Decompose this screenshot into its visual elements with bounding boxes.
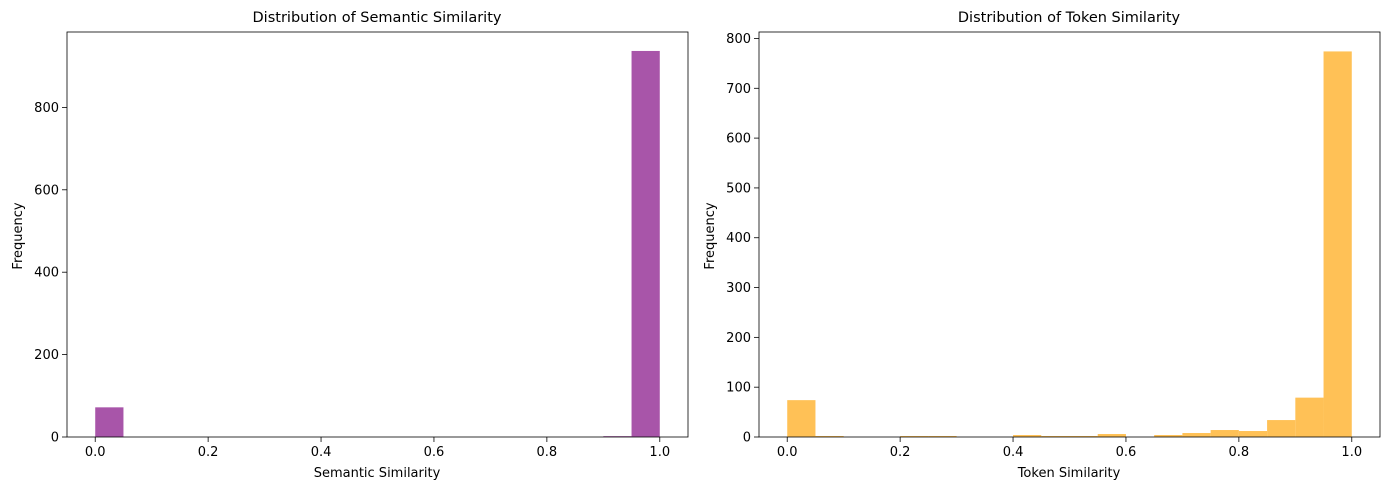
- histogram-bar: [603, 436, 632, 437]
- y-tick-label: 600: [726, 132, 751, 147]
- histogram-bar: [1267, 420, 1296, 437]
- x-tick-label: 0.6: [424, 445, 445, 460]
- x-tick-label: 0.8: [1229, 445, 1250, 460]
- histogram-bar: [1013, 435, 1042, 437]
- y-axis-ticks: 0 100 200 300 400 500 600 700 800: [726, 32, 759, 446]
- y-tick-label: 400: [726, 231, 751, 246]
- x-tick-label: 0.2: [198, 445, 219, 460]
- histogram-bar: [1210, 430, 1239, 437]
- x-tick-label: 0.0: [85, 445, 106, 460]
- y-tick-label: 300: [726, 281, 751, 296]
- y-tick-label: 200: [34, 348, 59, 363]
- histogram-bar: [1154, 435, 1183, 437]
- histogram-bar: [815, 436, 844, 437]
- x-axis-ticks: 0.0 0.2 0.4 0.6 0.8 1.0: [85, 437, 670, 460]
- y-tick-label: 200: [726, 331, 751, 346]
- histogram-bar: [1238, 431, 1268, 437]
- x-tick-label: 1.0: [649, 445, 670, 460]
- x-axis-label: Token Similarity: [1017, 466, 1121, 481]
- axes-frame: [758, 31, 1381, 438]
- histogram-bars: [95, 50, 660, 438]
- histogram-bar: [1323, 51, 1352, 438]
- x-axis-ticks: 0.0 0.2 0.4 0.6 0.8 1.0: [777, 437, 1362, 460]
- histogram-bar: [631, 50, 660, 438]
- plot-title: Distribution of Semantic Similarity: [253, 10, 502, 26]
- x-tick-label: 0.2: [890, 445, 911, 460]
- plot-title: Distribution of Token Similarity: [958, 10, 1181, 26]
- y-tick-label: 0: [743, 431, 751, 446]
- y-tick-label: 0: [51, 431, 59, 446]
- histogram-bar: [95, 407, 124, 437]
- histogram-bar: [787, 400, 816, 437]
- histogram-bars: [787, 51, 1352, 438]
- semantic-similarity-panel: Distribution of Semantic Similarity 0.0 0…: [11, 10, 689, 481]
- y-tick-label: 800: [34, 101, 59, 116]
- x-tick-label: 0.4: [1003, 445, 1024, 460]
- y-axis-label: Frequency: [703, 202, 718, 269]
- histogram-bar: [928, 436, 957, 437]
- x-tick-label: 0.4: [311, 445, 332, 460]
- histogram-bar: [900, 436, 929, 437]
- y-tick-label: 800: [726, 32, 751, 47]
- histogram-bar: [1182, 433, 1211, 437]
- y-tick-label: 700: [726, 82, 751, 97]
- y-tick-label: 100: [726, 381, 751, 396]
- y-tick-label: 600: [34, 183, 59, 198]
- histogram-bar: [1097, 434, 1126, 437]
- y-axis-ticks: 0 200 400 600 800: [34, 101, 67, 446]
- x-axis-label: Semantic Similarity: [314, 466, 441, 481]
- histogram-bar: [1041, 436, 1070, 437]
- x-tick-label: 1.0: [1341, 445, 1362, 460]
- y-tick-label: 500: [726, 181, 751, 196]
- token-similarity-panel: Distribution of Token Similarity 0.0 0.2 0…: [703, 10, 1381, 481]
- x-tick-label: 0.6: [1116, 445, 1137, 460]
- y-axis-label: Frequency: [11, 202, 26, 269]
- histogram-bar: [1069, 436, 1098, 437]
- axes-frame: [66, 31, 689, 438]
- y-tick-label: 400: [34, 266, 59, 281]
- x-tick-label: 0.0: [777, 445, 798, 460]
- x-tick-label: 0.8: [537, 445, 558, 460]
- histogram-bar: [1295, 397, 1324, 437]
